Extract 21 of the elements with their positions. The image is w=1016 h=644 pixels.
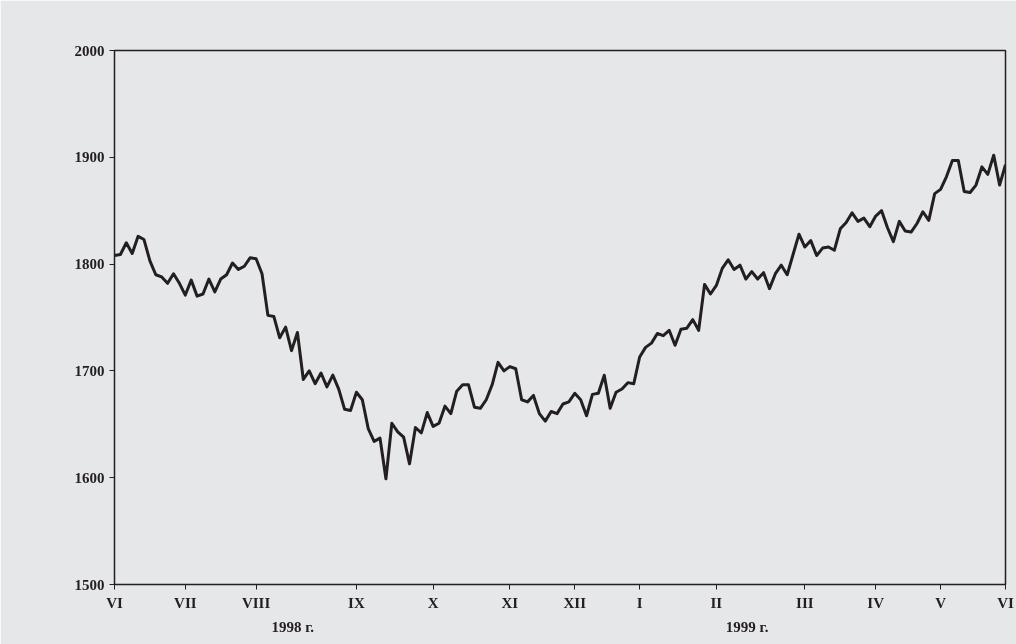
y-tick-label: 1800	[74, 256, 105, 273]
x-tick-label: XII	[563, 594, 587, 611]
x-tick-label: VI	[106, 594, 123, 611]
x-tick-label: VIII	[241, 594, 271, 611]
y-tick-label: 2000	[74, 42, 105, 59]
y-tick-label: 1700	[74, 362, 105, 379]
x-tick-label: IX	[348, 594, 365, 611]
x-tick-label: XI	[501, 594, 519, 611]
x-tick-label: VI	[997, 594, 1014, 611]
x-tick-label: I	[636, 594, 643, 611]
x-tick-label: III	[796, 594, 814, 611]
x-tick-label: II	[710, 594, 723, 611]
x-tick-label: IV	[867, 594, 885, 611]
y-tick-label: 1500	[74, 576, 105, 593]
x-tick-label: VII	[174, 594, 197, 611]
y-tick-label: 1900	[74, 149, 105, 166]
y-tick-label: 1600	[74, 469, 105, 486]
x-tick-label: V	[935, 594, 947, 611]
x-tick-label: X	[427, 594, 439, 611]
text: 1999 г.	[725, 618, 769, 635]
text: 1998 г.	[271, 618, 315, 635]
